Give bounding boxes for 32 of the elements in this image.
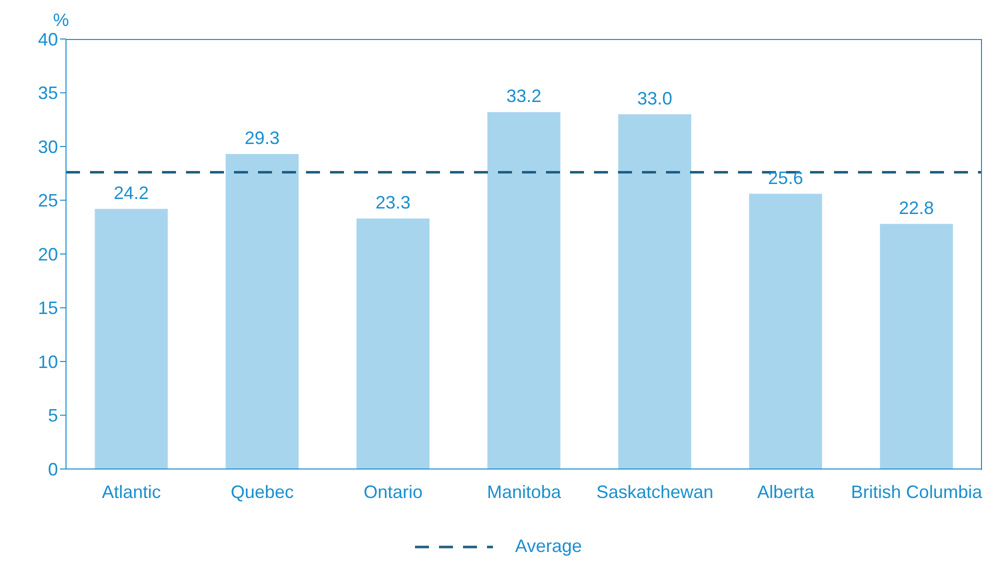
x-tick-label: British Columbia [851, 482, 984, 502]
bar [94, 208, 168, 469]
y-tick-label: 5 [48, 406, 58, 426]
data-label: 33.0 [637, 88, 672, 108]
legend-label: Average [515, 536, 582, 557]
y-tick-label: 25 [38, 190, 58, 211]
data-label: 24.2 [114, 182, 149, 203]
bar [356, 218, 430, 469]
y-tick-label: 30 [38, 136, 58, 157]
x-tick-label: Atlantic [102, 482, 161, 502]
data-label: 23.3 [375, 192, 411, 213]
bar [880, 224, 953, 469]
data-label: 22.8 [898, 198, 934, 218]
y-axis-title: % [53, 10, 70, 31]
x-tick-label: Manitoba [486, 482, 562, 502]
y-tick-label: 10 [38, 352, 58, 372]
bar [487, 112, 560, 469]
x-tick-label: Alberta [757, 482, 816, 502]
bar [749, 194, 822, 469]
bar [618, 114, 692, 469]
y-tick-label: 40 [38, 29, 58, 50]
data-label: 25.6 [768, 168, 804, 188]
y-tick-label: 15 [38, 298, 58, 318]
data-label: 29.3 [244, 128, 280, 148]
x-tick-label: Quebec [230, 482, 294, 502]
y-tick-label: 20 [38, 244, 58, 264]
x-tick-label: Saskatchewan [596, 482, 714, 502]
bar [226, 154, 299, 469]
y-tick-label: 35 [38, 83, 58, 104]
y-tick-label: 0 [48, 459, 58, 480]
data-label: 33.2 [506, 86, 542, 106]
x-tick-label: Ontario [364, 482, 423, 502]
